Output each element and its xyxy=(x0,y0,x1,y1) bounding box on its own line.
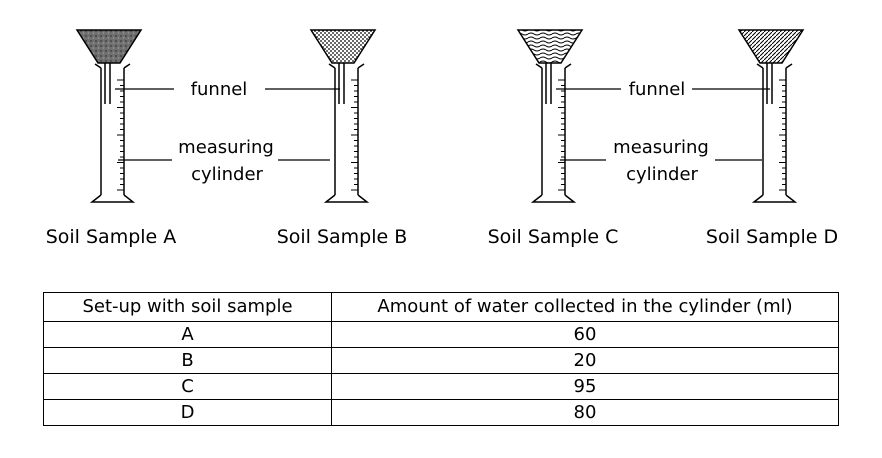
graduation-marks xyxy=(558,79,565,191)
soil-sample-d-funnel xyxy=(737,29,805,64)
header-amount: Amount of water collected in the cylinde… xyxy=(331,292,839,322)
graduation-marks xyxy=(779,79,786,191)
table-row: A 60 xyxy=(43,321,839,348)
cell-amount: 80 xyxy=(331,399,839,426)
caption-soil-sample-a: Soil Sample A xyxy=(46,226,177,248)
graduation-marks xyxy=(351,79,358,191)
cell-amount: 20 xyxy=(331,347,839,374)
measuring-cylinder-d xyxy=(751,63,798,203)
setup-b xyxy=(309,29,377,203)
table-header-row: Set-up with soil sample Amount of water … xyxy=(43,292,839,322)
caption-soil-sample-d: Soil Sample D xyxy=(706,226,838,248)
cylinder-label-right: cylinder xyxy=(626,164,698,185)
cell-amount: 60 xyxy=(331,321,839,348)
caption-soil-sample-c: Soil Sample C xyxy=(488,226,619,248)
measuring-label-left: measuring xyxy=(178,137,274,158)
cell-setup: D xyxy=(43,399,332,426)
cell-setup: A xyxy=(43,321,332,348)
measuring-label-right: measuring xyxy=(613,137,709,158)
header-setup: Set-up with soil sample xyxy=(43,292,332,322)
experiment-diagram: funnel measuring cylinder funnel measuri… xyxy=(46,29,838,248)
cell-setup: B xyxy=(43,347,332,374)
funnel-label-left: funnel xyxy=(191,79,248,100)
funnel-label-right: funnel xyxy=(629,79,686,100)
setup-a xyxy=(75,29,143,203)
cylinder-label-left: cylinder xyxy=(191,164,263,185)
table-row: C 95 xyxy=(43,373,839,400)
results-table: Set-up with soil sample Amount of water … xyxy=(43,292,839,426)
left-labels: funnel measuring cylinder xyxy=(115,79,340,185)
table-row: D 80 xyxy=(43,399,839,426)
measuring-cylinder-b xyxy=(323,63,370,203)
setup-c xyxy=(516,29,584,203)
table-row: B 20 xyxy=(43,347,839,374)
measuring-cylinder-a xyxy=(89,63,136,203)
right-labels: funnel measuring cylinder xyxy=(556,79,770,185)
soil-sample-c-funnel xyxy=(516,29,584,64)
measuring-cylinder-c xyxy=(530,63,577,203)
soil-sample-a-funnel xyxy=(75,29,143,64)
soil-sample-b-funnel xyxy=(309,29,377,64)
graduation-marks xyxy=(117,79,124,191)
setup-d xyxy=(737,29,805,203)
caption-soil-sample-b: Soil Sample B xyxy=(277,226,408,248)
cell-setup: C xyxy=(43,373,332,400)
cell-amount: 95 xyxy=(331,373,839,400)
